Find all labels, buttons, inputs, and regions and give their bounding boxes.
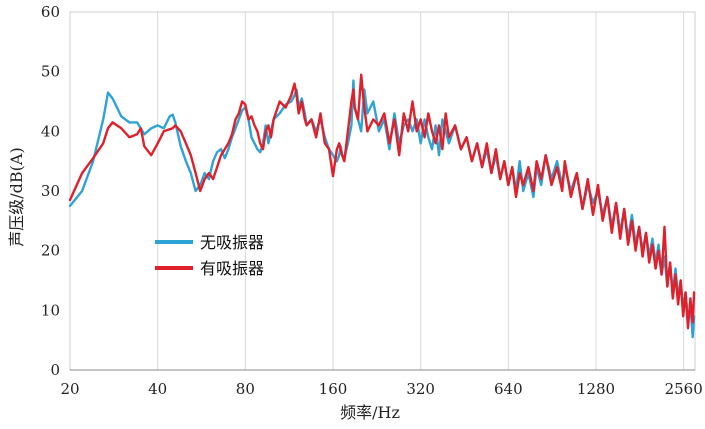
legend-label: 有吸振器: [200, 259, 264, 278]
y-tick-label: 10: [41, 301, 60, 319]
x-tick-label: 40: [148, 380, 167, 398]
plot-frame: [69, 11, 696, 371]
x-tick-label: 320: [406, 380, 435, 398]
x-tick-label: 20: [60, 380, 79, 398]
y-axis-ticks: 0 10 20 30 40 50 60: [41, 3, 60, 379]
y-tick-label: 30: [41, 182, 60, 200]
y-tick-label: 0: [50, 361, 60, 379]
series-layer: [68, 73, 696, 339]
x-tick-label: 640: [494, 380, 523, 398]
x-tick-label: 2560: [665, 380, 703, 398]
y-tick-label: 20: [41, 242, 60, 260]
x-axis-ticks: 20 40 80 160 320 640 1280 2560: [60, 380, 702, 398]
x-axis-title: 频率/Hz: [340, 403, 400, 422]
y-tick-label: 40: [41, 122, 60, 140]
y-tick-label: 50: [41, 63, 60, 81]
series-line-2: [68, 73, 696, 330]
x-tick-label: 160: [319, 380, 348, 398]
x-tick-label: 80: [236, 380, 255, 398]
y-tick-label: 60: [41, 3, 60, 21]
legend-label: 无吸振器: [200, 233, 264, 252]
y-axis-title: 声压级/dB(A): [7, 147, 26, 246]
x-tick-label: 1280: [577, 380, 615, 398]
plot-border: [69, 11, 696, 371]
grid: [157, 12, 685, 370]
